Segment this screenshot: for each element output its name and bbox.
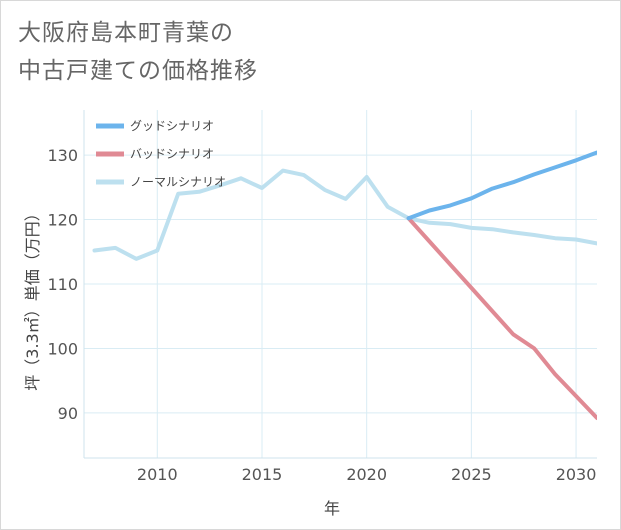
x-tick-label-2: 2020	[346, 465, 387, 484]
x-tick-label-0: 2010	[137, 465, 178, 484]
y-tick-label-3: 120	[47, 211, 78, 230]
chart-title-line1: 大阪府島本町青葉の	[18, 20, 234, 46]
chart-title-line2: 中古戸建ての価格推移	[18, 58, 258, 84]
y-axis-label: 坪（3.3㎡）単価（万円）	[23, 205, 42, 390]
legend-label-good: グッドシナリオ	[130, 119, 214, 133]
y-tick-label-0: 90	[58, 404, 78, 423]
series-lines	[92, 150, 597, 420]
y-axis-ticks: 90 100 110 120 130	[47, 146, 78, 423]
grid	[83, 110, 597, 459]
series-line-bad	[406, 216, 597, 420]
x-tick-label-3: 2025	[451, 465, 492, 484]
chart-title: 大阪府島本町青葉の 中古戸建ての価格推移	[18, 14, 378, 90]
x-tick-label-1: 2015	[242, 465, 283, 484]
x-axis-label: 年	[324, 499, 340, 518]
y-tick-label-1: 100	[47, 339, 78, 358]
x-axis-ticks: 2010 2015 2020 2025 2030	[137, 465, 596, 484]
y-tick-label-4: 130	[47, 146, 78, 165]
series-line-good	[406, 150, 597, 221]
legend-label-normal: ノーマルシナリオ	[130, 175, 226, 189]
legend-label-bad: バッドシナリオ	[130, 147, 214, 161]
y-tick-label-2: 110	[47, 275, 78, 294]
series-line-normal	[92, 168, 597, 261]
x-tick-label-4: 2030	[556, 465, 597, 484]
